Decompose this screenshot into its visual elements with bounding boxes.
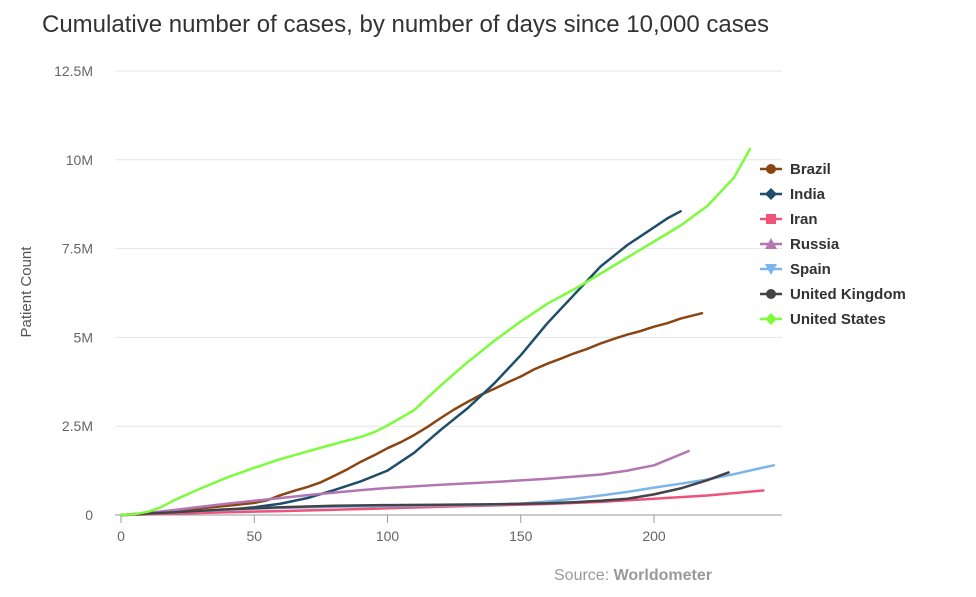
grid-lines [115, 70, 782, 516]
x-tick-labels: 0 50 100 150 200 [117, 515, 666, 544]
x-tick-label-4: 200 [642, 528, 666, 544]
y-tick-label-1: 2.5M [62, 418, 93, 434]
legend-label-united-kingdom: United Kingdom [790, 286, 906, 303]
legend-item-spain[interactable]: Spain [760, 261, 831, 278]
series-line-russia[interactable] [119, 449, 690, 517]
legend-label-russia: Russia [790, 236, 840, 253]
series-line-iran[interactable] [119, 489, 765, 517]
y-tick-labels: 0 2.5M 5M 7.5M 10M 12.5M [54, 63, 93, 523]
y-tick-label-4: 10M [66, 152, 93, 168]
legend-marker-spain [765, 264, 777, 275]
source-label: Source: [554, 567, 614, 584]
legend-item-united-states[interactable]: United States [760, 311, 886, 328]
legend[interactable]: Brazil India Iran Russia Spain United Kingdom… [760, 161, 906, 328]
legend-item-russia[interactable]: Russia [760, 236, 840, 253]
chart-title: Cumulative number of cases, by number of… [42, 11, 769, 38]
series-line-united-kingdom[interactable] [119, 471, 730, 517]
x-tick-label-3: 150 [509, 528, 533, 544]
y-tick-label-5: 12.5M [54, 63, 93, 79]
x-tick-label-0: 0 [117, 528, 125, 544]
series-line-united-states[interactable] [119, 147, 752, 517]
legend-marker-united-states [765, 313, 777, 325]
legend-label-spain: Spain [790, 261, 831, 278]
y-tick-label-3: 7.5M [62, 241, 93, 257]
legend-item-brazil[interactable]: Brazil [760, 161, 831, 178]
legend-marker-iran [766, 214, 776, 224]
y-tick-label-0: 0 [85, 507, 93, 523]
series-line-india[interactable] [119, 210, 682, 517]
legend-item-united-kingdom[interactable]: United Kingdom [760, 286, 906, 303]
legend-marker-brazil [766, 164, 776, 174]
y-tick-label-2: 5M [74, 329, 93, 345]
source-credit[interactable]: Source: Worldometer [554, 567, 712, 584]
legend-item-india[interactable]: India [760, 186, 826, 203]
x-tick-label-1: 50 [246, 528, 262, 544]
legend-label-brazil: Brazil [790, 161, 831, 178]
legend-marker-russia [765, 238, 777, 249]
legend-item-iran[interactable]: Iran [760, 211, 818, 228]
x-tick-label-2: 100 [376, 528, 400, 544]
series-lines [119, 147, 776, 517]
source-name: Worldometer [614, 567, 712, 584]
legend-marker-united-kingdom [766, 289, 776, 299]
legend-label-united-states: United States [790, 311, 886, 328]
y-axis-label: Patient Count [18, 246, 35, 338]
legend-label-india: India [790, 186, 826, 203]
legend-marker-india [765, 188, 777, 200]
legend-label-iran: Iran [790, 211, 818, 228]
